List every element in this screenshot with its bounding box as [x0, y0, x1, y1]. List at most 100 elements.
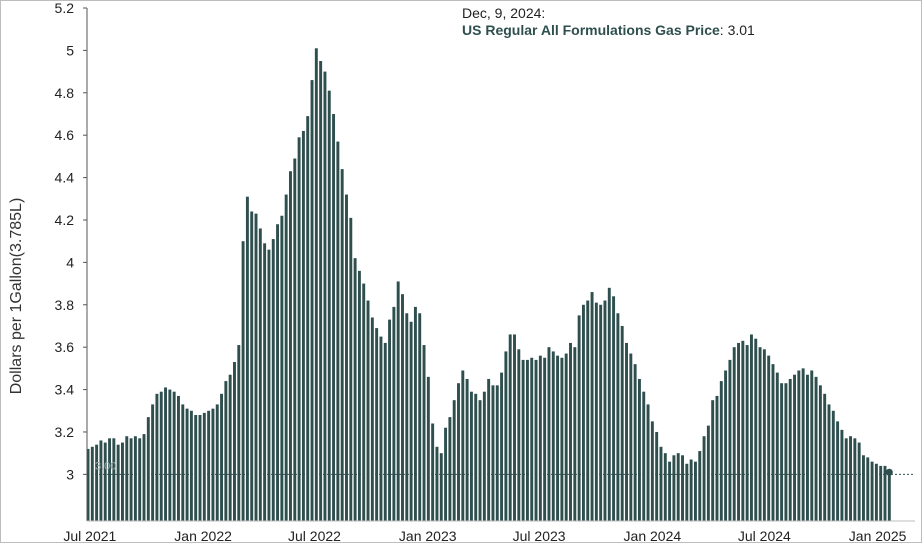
price-bar[interactable] — [345, 194, 348, 521]
price-bar[interactable] — [301, 130, 305, 521]
price-bar[interactable] — [655, 431, 659, 521]
price-bar[interactable] — [202, 412, 206, 521]
price-bar[interactable] — [844, 438, 848, 521]
price-bar[interactable] — [138, 438, 142, 521]
price-bar[interactable] — [379, 336, 383, 521]
price-bar[interactable] — [771, 364, 775, 521]
price-bar[interactable] — [478, 400, 482, 521]
price-bar[interactable] — [181, 404, 185, 521]
price-bar[interactable] — [177, 395, 180, 521]
price-bar[interactable] — [805, 374, 809, 521]
price-bar[interactable] — [457, 383, 460, 521]
price-bar[interactable] — [793, 374, 796, 521]
price-bar[interactable] — [629, 353, 633, 521]
price-bar[interactable] — [250, 211, 254, 521]
price-bar[interactable] — [883, 465, 887, 521]
price-bar[interactable] — [599, 304, 603, 521]
price-bar[interactable] — [375, 328, 379, 521]
price-bar[interactable] — [861, 455, 865, 521]
price-bar[interactable] — [625, 342, 628, 521]
price-bar[interactable] — [637, 378, 641, 521]
price-bar[interactable] — [840, 429, 844, 521]
price-bar[interactable] — [879, 465, 883, 521]
price-bar[interactable] — [581, 304, 585, 521]
price-bar[interactable] — [737, 342, 740, 521]
price-bar[interactable] — [133, 436, 137, 521]
price-bar[interactable] — [560, 357, 564, 521]
price-bar[interactable] — [517, 349, 521, 521]
price-bar[interactable] — [289, 171, 292, 521]
price-bar[interactable] — [271, 239, 275, 521]
price-bar[interactable] — [211, 408, 215, 521]
price-bar[interactable] — [164, 387, 168, 521]
price-bar[interactable] — [491, 385, 495, 521]
price-bar[interactable] — [719, 381, 723, 521]
price-bar[interactable] — [685, 463, 689, 521]
price-bar[interactable] — [603, 300, 607, 521]
price-bar[interactable] — [853, 438, 857, 521]
price-bar[interactable] — [155, 393, 159, 521]
price-bar[interactable] — [495, 385, 499, 521]
price-bar[interactable] — [237, 345, 241, 521]
price-bar[interactable] — [172, 391, 176, 521]
price-bar[interactable] — [482, 391, 486, 521]
price-bar[interactable] — [775, 372, 779, 521]
price-bar[interactable] — [431, 423, 435, 521]
price-bar[interactable] — [444, 427, 448, 521]
price-bar[interactable] — [487, 378, 491, 521]
price-bar[interactable] — [280, 215, 284, 521]
price-bar[interactable] — [125, 436, 129, 521]
price-bar[interactable] — [504, 351, 508, 521]
price-bar[interactable] — [452, 400, 456, 521]
price-bar[interactable] — [409, 321, 413, 521]
price-bar[interactable] — [823, 393, 827, 521]
price-bar[interactable] — [469, 391, 473, 521]
price-bar[interactable] — [749, 334, 753, 521]
price-bar[interactable] — [228, 374, 232, 521]
price-bar[interactable] — [706, 425, 710, 521]
price-bar[interactable] — [810, 370, 814, 521]
price-bar[interactable] — [836, 421, 840, 521]
price-bar[interactable] — [711, 400, 715, 521]
price-bar[interactable] — [724, 370, 728, 521]
price-bar[interactable] — [314, 48, 318, 522]
price-bar[interactable] — [86, 448, 90, 521]
price-bar[interactable] — [245, 196, 249, 521]
price-bar[interactable] — [185, 408, 189, 521]
price-bar[interactable] — [672, 455, 676, 521]
price-bar[interactable] — [590, 292, 594, 521]
price-bar[interactable] — [426, 376, 430, 521]
price-bar[interactable] — [129, 438, 133, 521]
price-bar[interactable] — [370, 317, 374, 521]
price-bar[interactable] — [263, 243, 267, 522]
price-bar[interactable] — [500, 372, 504, 521]
price-bar[interactable] — [616, 313, 620, 521]
price-bar[interactable] — [556, 355, 560, 521]
price-bar[interactable] — [513, 334, 516, 521]
price-bar[interactable] — [224, 381, 228, 521]
price-bar[interactable] — [650, 421, 654, 521]
price-bar[interactable] — [207, 410, 211, 521]
price-bar[interactable] — [194, 415, 198, 521]
price-bar[interactable] — [780, 383, 784, 521]
price-bar[interactable] — [99, 440, 103, 521]
price-bar[interactable] — [103, 442, 107, 521]
price-bar[interactable] — [693, 461, 697, 521]
price-bar[interactable] — [297, 137, 301, 521]
price-bar[interactable] — [241, 241, 245, 521]
price-bar[interactable] — [310, 80, 314, 522]
price-bar[interactable] — [198, 415, 202, 521]
price-bar[interactable] — [353, 258, 357, 521]
price-bar[interactable] — [388, 319, 392, 521]
price-bar[interactable] — [108, 438, 112, 521]
price-bar[interactable] — [538, 355, 542, 521]
price-bar[interactable] — [319, 60, 323, 521]
price-bar[interactable] — [461, 370, 465, 521]
price-bar[interactable] — [422, 345, 426, 521]
price-bar[interactable] — [767, 355, 771, 521]
price-bar[interactable] — [189, 410, 193, 521]
price-bar[interactable] — [870, 461, 874, 521]
price-bar[interactable] — [168, 389, 172, 521]
price-bar[interactable] — [762, 349, 766, 521]
price-bar[interactable] — [465, 378, 469, 521]
